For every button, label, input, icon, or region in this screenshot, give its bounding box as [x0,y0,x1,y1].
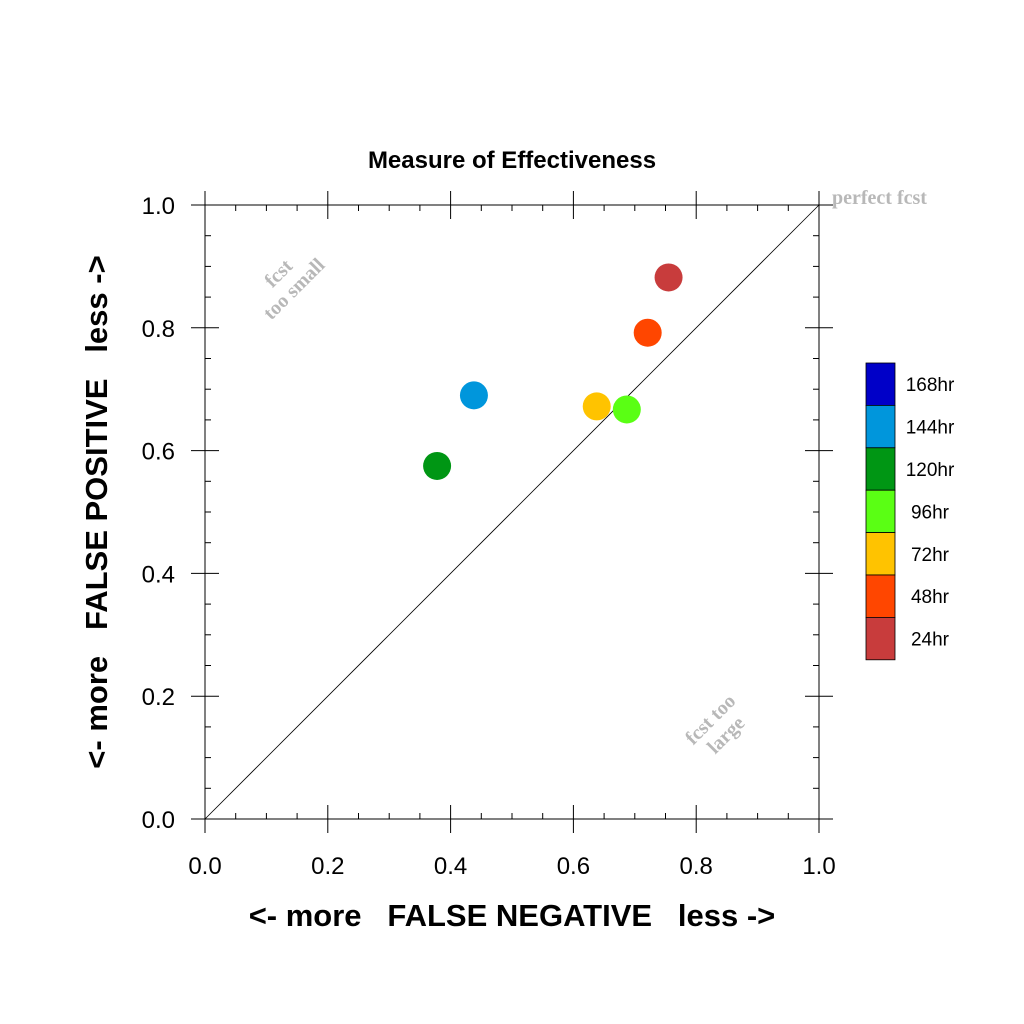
annotation-too-small-line2: too small [259,254,329,324]
legend: 168hr 144hr 120hr 96hr 72hr 48hr 24hr [865,362,955,661]
data-point-48hr [633,318,662,347]
data-point-96hr [612,395,641,424]
x-tick-label: 0.8 [680,853,713,880]
legend-label-48hr: 48hr [911,587,950,608]
y-tick-label: 0.8 [142,316,175,343]
legend-label-24hr: 24hr [911,630,950,651]
x-tick-label: 0.4 [434,853,467,880]
legend-label-72hr: 72hr [911,545,950,566]
legend-swatch-72hr [865,532,896,576]
minor-ticks [205,205,819,819]
y-tick-label: 0.4 [142,561,175,588]
data-point-144hr [459,381,488,410]
tick-labels: 0.0 0.2 0.4 0.6 0.8 1.0 0.0 0.2 0.4 0.6 0.8 1.0 [142,193,836,880]
legend-label-96hr: 96hr [911,502,950,523]
legend-label-120hr: 120hr [906,460,955,481]
y-tick-label: 0.0 [142,807,175,834]
data-points [423,263,683,480]
x-tick-label: 1.0 [802,853,835,880]
legend-swatch-48hr [865,574,896,618]
x-tick-label: 0.0 [188,853,221,880]
major-ticks [191,191,833,833]
legend-label-168hr: 168hr [906,375,955,396]
x-axis-label: <- more FALSE NEGATIVE less -> [249,898,776,933]
data-point-72hr [582,392,611,421]
data-point-120hr [423,451,452,480]
y-tick-label: 1.0 [142,193,175,220]
perfect-forecast-diagonal [204,204,820,820]
x-tick-label: 0.6 [557,853,590,880]
data-point-24hr [654,263,683,292]
annotation-perfect-fcst: perfect fcst [832,187,927,209]
legend-swatch-144hr [865,404,896,449]
y-tick-label: 0.2 [142,684,175,711]
legend-swatch-24hr [865,617,896,661]
y-axis-label: <- more FALSE POSITIVE less -> [79,255,114,768]
legend-label-144hr: 144hr [906,418,955,439]
legend-swatch-168hr [865,362,896,406]
legend-swatch-96hr [865,489,896,534]
chart-title: Measure of Effectiveness [368,147,656,174]
legend-swatch-120hr [865,447,896,491]
y-tick-label: 0.6 [142,439,175,466]
x-tick-label: 0.2 [311,853,344,880]
